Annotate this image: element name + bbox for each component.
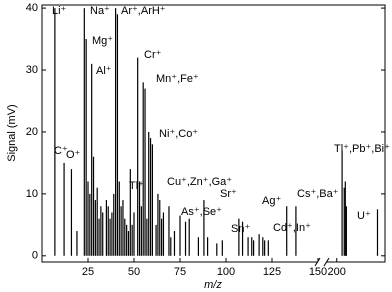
peak-label: Cd⁺,In⁺ — [273, 222, 311, 234]
peak-label: Tl⁺,Pb⁺,Bi⁺ — [334, 143, 390, 155]
peak-label: Mn⁺,Fe⁺ — [156, 73, 199, 85]
peak-label: U⁺ — [357, 210, 371, 222]
y-axis-title: Signal (mV) — [6, 104, 18, 161]
peak-label: O⁺ — [66, 149, 81, 161]
peak-label: Cr⁺ — [144, 49, 162, 61]
x-tick-label: 50 — [128, 266, 140, 278]
peak-label: Sn⁺ — [231, 223, 250, 235]
x-tick-label: 100 — [217, 266, 235, 278]
y-tick-label: 0 — [32, 250, 38, 262]
peak-label: Ag⁺ — [262, 195, 281, 207]
peak-label: Ni⁺,Co⁺ — [159, 128, 198, 140]
peak-label: Tl⁺ — [129, 180, 144, 192]
y-tick-label: 20 — [26, 126, 38, 138]
peak-label: Na⁺ — [90, 5, 110, 17]
x-tick-label: 75 — [174, 266, 186, 278]
y-tick-label: 30 — [26, 64, 38, 76]
peak-label: Li⁺ — [52, 5, 67, 17]
x-tick-label: 25 — [82, 266, 94, 278]
y-tick-label: 40 — [26, 2, 38, 14]
peak-label: Cu⁺,Zn⁺,Ga⁺ — [167, 176, 232, 188]
plot-frame — [41, 4, 386, 263]
x-tick-label: 125 — [263, 266, 281, 278]
axis-break-mark — [323, 257, 330, 267]
peak-label: Ar⁺,ArH⁺ — [121, 5, 166, 17]
y-tick-label: 10 — [26, 188, 38, 200]
axis-break — [318, 258, 326, 266]
peak-label: C⁺ — [54, 145, 68, 157]
x-tick-label: 200 — [328, 266, 346, 278]
x-axis-title: m/z — [204, 279, 222, 291]
peak-label: Cs⁺,Ba⁺ — [297, 188, 339, 200]
x-tick-label: 150 — [309, 266, 327, 278]
peak-label: Mg⁺ — [92, 35, 113, 47]
peak-label: Sr⁺ — [220, 188, 237, 200]
peak-label: Al⁺ — [96, 65, 112, 77]
peak-label: As⁺,Se⁺ — [181, 206, 222, 218]
